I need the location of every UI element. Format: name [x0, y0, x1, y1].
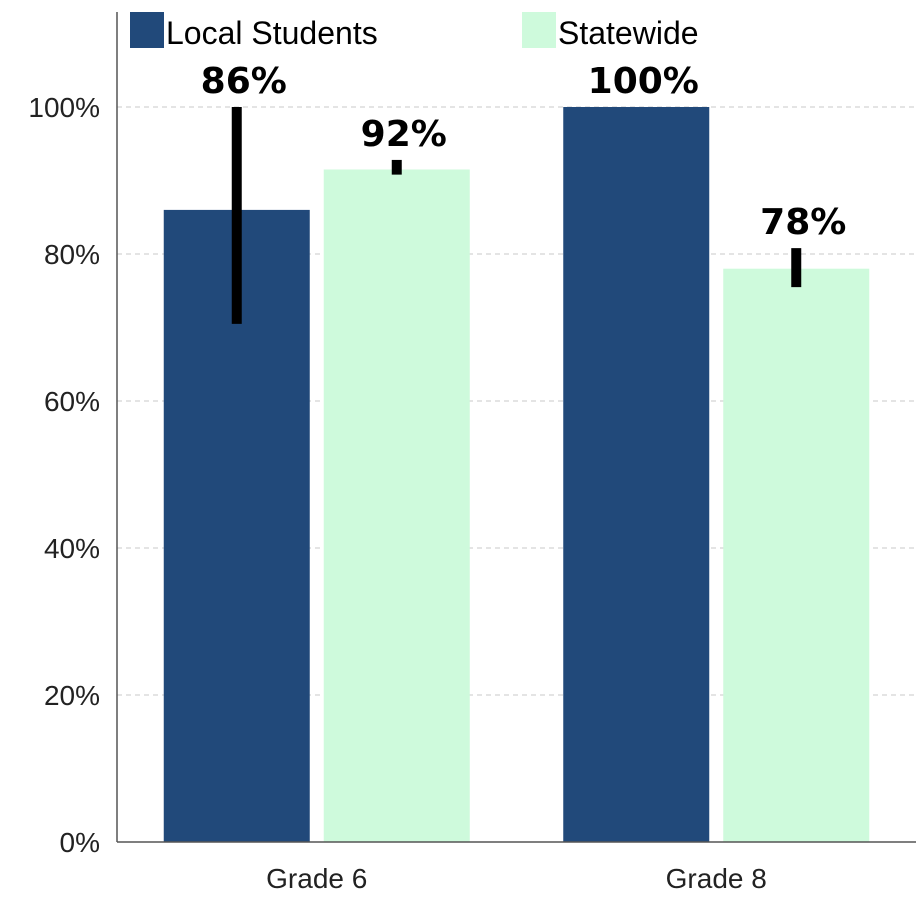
bar — [323, 169, 470, 843]
x-tick-label: Grade 6 — [266, 863, 367, 894]
y-tick-label: 100% — [28, 92, 100, 123]
y-tick-label: 0% — [60, 827, 100, 858]
data-label: 78% — [760, 202, 846, 243]
y-tick-label: 80% — [44, 239, 100, 270]
data-label: 92% — [361, 114, 447, 155]
error-bars — [231, 107, 802, 324]
legend-label[interactable]: Local Students — [166, 15, 378, 51]
data-label: 86% — [201, 61, 287, 102]
axes: 0% 20% 40% 60% 80% 100% Grade 6 Grade 8 — [28, 12, 916, 894]
y-tick-label: 20% — [44, 680, 100, 711]
x-tick-label: Grade 8 — [666, 863, 767, 894]
data-labels: 86% 92% 100% 78% — [201, 61, 847, 243]
legend-swatch[interactable] — [130, 12, 164, 48]
legend-swatch[interactable] — [522, 12, 556, 48]
bars — [163, 107, 870, 843]
y-tick-label: 40% — [44, 533, 100, 564]
bar — [723, 268, 870, 842]
legend[interactable]: Local Students Statewide — [130, 12, 699, 51]
bar — [563, 107, 710, 842]
gridlines — [117, 106, 916, 696]
data-label: 100% — [588, 61, 699, 102]
y-tick-label: 60% — [44, 386, 100, 417]
legend-label[interactable]: Statewide — [558, 15, 699, 51]
